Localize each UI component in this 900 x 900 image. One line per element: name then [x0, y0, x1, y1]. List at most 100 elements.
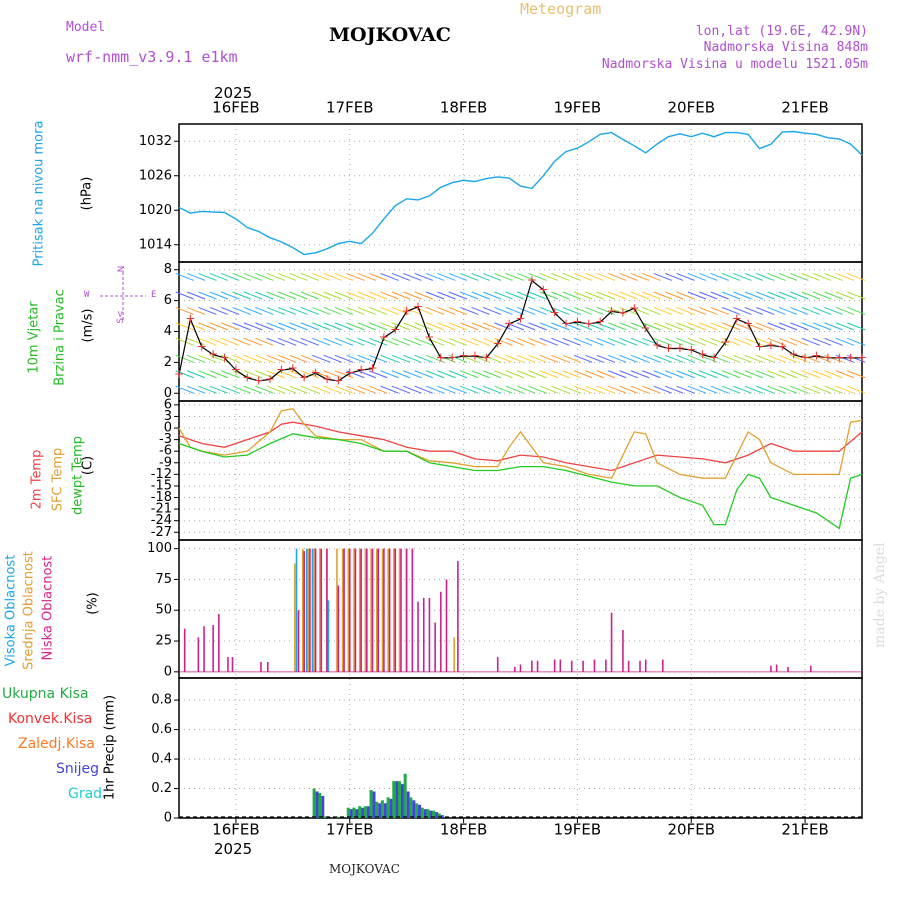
- total-precip-bar: [420, 807, 424, 818]
- wind-barb: [539, 370, 559, 379]
- wind-barb: [471, 291, 490, 300]
- wind-barb: [425, 370, 445, 379]
- wind-barb: [528, 385, 547, 394]
- total-precip-bar: [432, 810, 436, 818]
- wind-barb: [505, 272, 524, 281]
- wind-barb: [756, 291, 775, 300]
- wind-barb: [403, 385, 422, 394]
- wind-barb: [630, 337, 650, 346]
- wind-barb: [835, 385, 855, 394]
- wind-barb: [391, 354, 411, 363]
- wind-barb: [300, 370, 320, 379]
- wind-barb: [699, 306, 718, 315]
- wind-barb: [778, 370, 798, 379]
- wind-gust-marker: +: [572, 315, 582, 329]
- wind-barb: [186, 272, 206, 281]
- wind-barb: [175, 272, 194, 281]
- wind-barb: [733, 385, 752, 394]
- wind-barb: [471, 322, 490, 331]
- wind-barb: [482, 291, 502, 300]
- wind-barb: [460, 337, 479, 346]
- wind-barb: [505, 306, 524, 315]
- total-precip-bar: [312, 788, 316, 818]
- legend-convective-rain: Konvek.Kisa: [8, 711, 93, 727]
- wind-barb: [687, 306, 707, 315]
- wind-barb: [710, 337, 729, 346]
- total-precip-bar: [392, 781, 396, 818]
- wind-barb: [437, 291, 456, 300]
- wind-gust-marker: +: [652, 338, 662, 352]
- wind-barb: [847, 354, 866, 363]
- wind-barb: [596, 370, 616, 379]
- wind-barb: [664, 354, 684, 363]
- wind-speed-line: [178, 279, 862, 382]
- wind-barb: [277, 322, 297, 331]
- wind-barb: [221, 291, 240, 300]
- wind-barb: [733, 337, 752, 346]
- wind-barb: [198, 291, 217, 300]
- x-tick-bottom: 20FEB: [668, 821, 715, 839]
- wind-barb: [790, 354, 809, 363]
- wind-barb: [323, 322, 342, 331]
- wind-barb: [300, 291, 320, 300]
- snow-precip-bar: [372, 791, 376, 818]
- y-tick-label: -15: [151, 478, 172, 493]
- y-tick-label: 100: [147, 541, 172, 556]
- wind-barb: [232, 337, 251, 346]
- wind-gust-marker: +: [311, 366, 321, 380]
- total-precip-bar: [369, 790, 373, 818]
- footer-station: MOJKOVAC: [329, 862, 400, 876]
- panel-frame: [178, 400, 863, 541]
- wind-barb: [494, 370, 513, 379]
- wind-barb: [369, 291, 388, 300]
- wind-barb: [824, 354, 843, 363]
- wind-barb: [221, 306, 240, 315]
- wind-barb: [642, 306, 661, 315]
- wind-barb: [619, 291, 638, 300]
- wind-barb: [255, 337, 274, 346]
- wind-gust-marker: +: [709, 350, 719, 364]
- wind-barb: [186, 354, 206, 363]
- wind-gust-marker: +: [333, 373, 343, 387]
- wind-gust-marker: +: [220, 350, 230, 364]
- wind-barb: [414, 370, 433, 379]
- snow-precip-bar: [440, 815, 444, 818]
- wind-barb: [596, 291, 616, 300]
- wind-barb: [778, 322, 798, 331]
- wind-barb: [209, 272, 229, 281]
- wind-barb: [300, 272, 320, 281]
- wind-barb: [425, 322, 445, 331]
- y-tick-label: 6: [164, 293, 172, 308]
- wind-barb: [369, 306, 388, 315]
- wind-barb: [243, 272, 263, 281]
- wind-barb: [425, 337, 445, 346]
- wind-barb: [243, 306, 263, 315]
- wind-barb: [653, 306, 672, 315]
- wind-barb: [243, 322, 263, 331]
- wind-barb: [812, 337, 832, 346]
- wind-barb: [824, 385, 843, 394]
- wind-barb: [414, 272, 433, 281]
- wind-barb: [277, 370, 297, 379]
- wind-gust-marker: +: [322, 372, 332, 386]
- wind-barb: [847, 370, 866, 379]
- wind-barb: [562, 291, 581, 300]
- wind-barb: [847, 291, 866, 300]
- wind-barb: [596, 272, 616, 281]
- wind-barb: [346, 385, 365, 394]
- wind-barb: [460, 291, 479, 300]
- total-precip-bar: [375, 801, 379, 818]
- wind-barb: [460, 306, 479, 315]
- wind-barb: [232, 385, 251, 394]
- wind-barb: [687, 291, 707, 300]
- wind-barb: [733, 370, 752, 379]
- year-label-top: 2025: [214, 84, 253, 102]
- wind-barb: [448, 322, 468, 331]
- wind-barb: [334, 337, 354, 346]
- wind-barb: [790, 306, 809, 315]
- wind-barb: [266, 306, 285, 315]
- wind-barb: [494, 306, 513, 315]
- wind-barb: [312, 337, 331, 346]
- wind-barb: [756, 370, 775, 379]
